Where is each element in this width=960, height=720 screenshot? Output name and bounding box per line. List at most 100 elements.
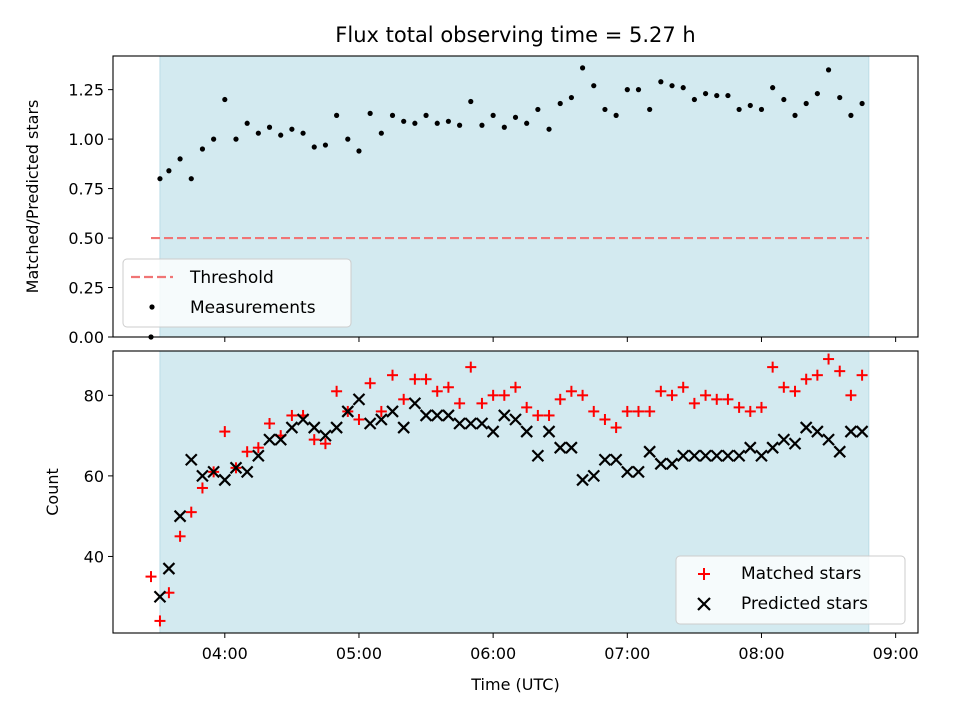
measurement-point xyxy=(434,120,440,126)
predicted-star-point xyxy=(408,397,422,410)
matched-star-point xyxy=(655,385,667,397)
measurement-point xyxy=(770,85,776,91)
predicted-star-point xyxy=(553,441,567,454)
predicted-star-point xyxy=(833,445,847,458)
measurement-point xyxy=(412,120,418,126)
matched-star-point xyxy=(308,434,320,446)
matched-star-point xyxy=(744,405,756,417)
matched-stars-points xyxy=(145,353,868,627)
matched-star-point xyxy=(465,361,477,373)
matched-star-point xyxy=(353,413,365,425)
matched-star-point xyxy=(145,571,157,583)
predicted-star-point xyxy=(766,441,779,454)
predicted-star-point xyxy=(319,429,332,442)
legend-matched-swatch xyxy=(698,568,710,580)
predicted-star-point xyxy=(341,405,355,418)
matched-star-point xyxy=(565,385,577,397)
measurement-point xyxy=(702,90,709,97)
measurement-point xyxy=(199,146,206,152)
predicted-star-point xyxy=(509,413,522,426)
predicted-star-point xyxy=(252,449,265,463)
predicted-star-point xyxy=(665,457,679,471)
matched-star-point xyxy=(666,389,678,401)
predicted-star-point xyxy=(162,562,176,575)
predicted-star-point xyxy=(587,469,601,483)
predicted-star-point xyxy=(475,417,489,430)
matched-star-point xyxy=(733,401,745,413)
predicted-star-point xyxy=(153,590,167,604)
measurement-point xyxy=(266,124,273,130)
matched-star-point xyxy=(834,365,846,377)
bottom-y-ticks: 40 60 80 xyxy=(84,386,113,566)
predicted-star-point xyxy=(710,449,724,463)
matched-star-point xyxy=(767,361,779,373)
matched-star-point xyxy=(588,405,600,417)
matched-star-point xyxy=(498,389,510,401)
matched-star-point xyxy=(420,373,432,385)
predicted-star-point xyxy=(520,425,533,438)
measurement-point xyxy=(244,120,250,126)
predicted-star-point xyxy=(855,425,869,438)
predicted-star-point xyxy=(263,433,276,446)
matched-star-point xyxy=(823,353,835,365)
matched-star-point xyxy=(431,385,443,397)
legend-threshold-label: Threshold xyxy=(189,268,274,288)
measurement-point xyxy=(445,118,452,124)
matched-star-point xyxy=(700,389,712,401)
matched-star-point xyxy=(241,446,253,458)
measurement-point xyxy=(389,112,396,118)
predicted-star-point xyxy=(386,405,399,418)
predicted-star-point xyxy=(363,417,377,430)
bottom-legend-box xyxy=(675,555,906,625)
matched-star-point xyxy=(454,397,466,409)
matched-star-point xyxy=(442,381,454,393)
matched-star-point xyxy=(510,381,521,393)
y-tick-label: 1.25 xyxy=(68,81,104,100)
predicted-star-point xyxy=(330,421,343,434)
measurement-point xyxy=(278,132,284,138)
measurement-point xyxy=(233,136,239,142)
measurement-point xyxy=(456,122,463,128)
measurement-point xyxy=(781,96,787,103)
matched-star-point xyxy=(532,409,544,421)
matched-star-point xyxy=(264,418,276,430)
measurement-point xyxy=(680,85,686,91)
measurement-point xyxy=(177,156,183,162)
matched-star-point xyxy=(521,401,533,413)
predicted-star-point xyxy=(609,453,623,467)
predicted-star-point xyxy=(799,421,813,434)
measurement-point xyxy=(188,176,194,182)
y-tick-label: 0.75 xyxy=(68,180,104,199)
measurement-point xyxy=(166,168,172,174)
measurement-point xyxy=(669,83,675,89)
matched-star-point xyxy=(677,381,689,393)
predicted-star-point xyxy=(419,409,433,422)
predicted-star-point xyxy=(844,425,858,438)
predicted-star-point xyxy=(285,421,299,434)
measurement-point xyxy=(222,96,228,103)
top-axes-frame xyxy=(112,55,919,338)
y-tick-label: 40 xyxy=(84,547,104,566)
matched-star-point xyxy=(644,405,656,417)
measurement-point xyxy=(658,79,664,85)
x-axis-label: Time (UTC) xyxy=(470,675,559,694)
measurements-points xyxy=(148,65,865,340)
matched-star-point xyxy=(364,377,376,389)
predicted-star-point xyxy=(531,449,545,463)
measurement-point xyxy=(300,130,306,136)
predicted-star-point xyxy=(196,469,209,483)
predicted-star-point xyxy=(576,473,589,487)
predicted-star-point xyxy=(296,413,310,426)
predicted-star-point xyxy=(542,425,556,438)
matched-star-point xyxy=(185,506,197,518)
predicted-star-point xyxy=(453,417,466,430)
top-x-ticks xyxy=(224,337,897,342)
x-tick-label: 04:00 xyxy=(202,644,248,663)
matched-star-point xyxy=(487,389,499,401)
predicted-star-point xyxy=(218,473,232,487)
matched-star-point xyxy=(252,442,264,454)
top-y-axis-label: Matched/Predicted stars xyxy=(23,100,42,294)
measurement-point xyxy=(568,94,575,101)
measurement-point xyxy=(468,98,474,105)
measurement-point xyxy=(211,136,217,142)
